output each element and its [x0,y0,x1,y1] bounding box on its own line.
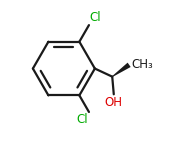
Text: Cl: Cl [90,11,101,24]
Text: OH: OH [105,96,123,109]
Text: CH₃: CH₃ [131,58,153,71]
Polygon shape [112,63,131,77]
Text: Cl: Cl [77,113,88,126]
